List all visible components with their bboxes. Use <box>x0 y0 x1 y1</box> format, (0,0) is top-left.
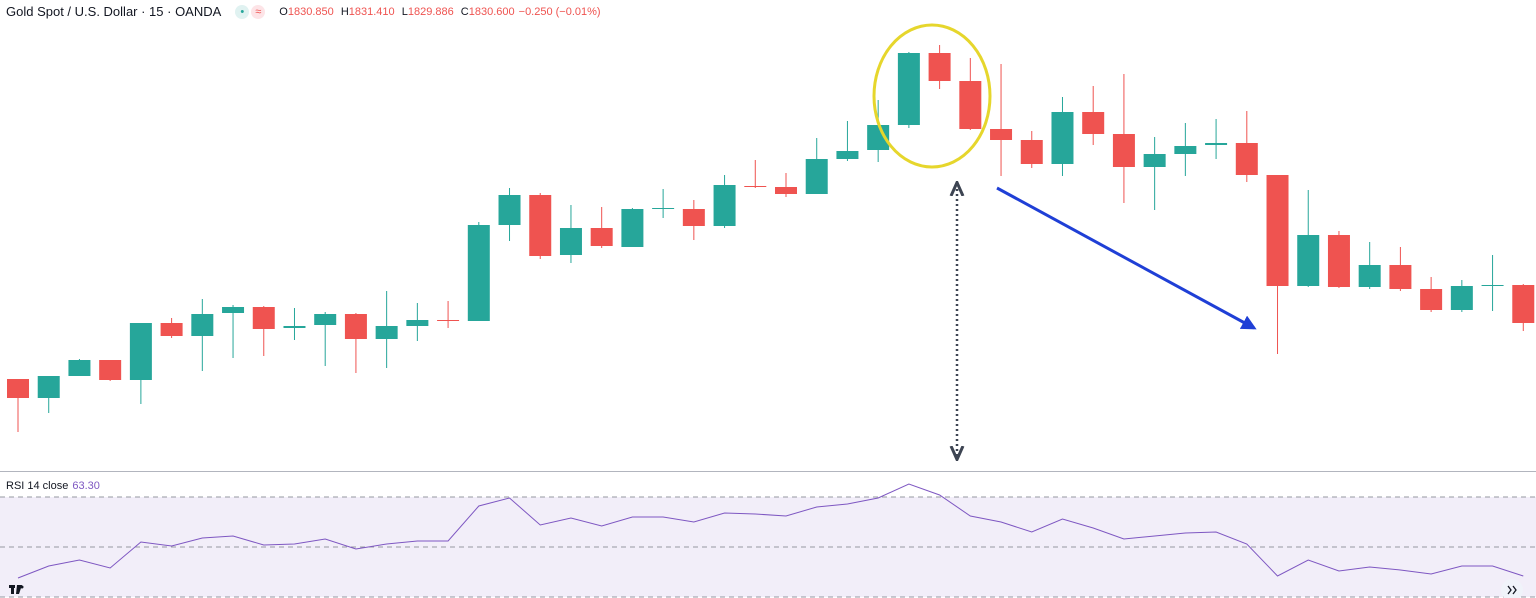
candle-body <box>467 225 490 321</box>
candle-body <box>37 376 60 398</box>
candle-body <box>160 323 183 336</box>
ohlc: O1830.850 H1831.410 L1829.886 C1830.600 <box>279 6 518 18</box>
candle-body <box>222 307 245 313</box>
rsi-line <box>17 483 1524 579</box>
candle-body <box>1174 146 1197 154</box>
candle-body <box>1051 112 1074 164</box>
candle-body <box>775 187 797 194</box>
candle-body <box>652 208 675 209</box>
candle-body <box>805 159 828 194</box>
candle-body <box>867 125 890 150</box>
candle-body <box>1389 265 1412 289</box>
candle-body <box>990 129 1013 140</box>
candle-body <box>68 360 91 376</box>
candle-body <box>1266 175 1289 286</box>
ohlc-value: 1829.886 <box>407 5 454 18</box>
candle-body <box>713 185 736 226</box>
candle-body <box>1481 285 1504 286</box>
candle-body <box>7 379 29 398</box>
candle-body <box>406 320 429 326</box>
candle-body <box>1112 134 1135 167</box>
candle-body <box>129 323 152 380</box>
candle-body <box>959 81 982 129</box>
rsi-title: RSI 14 close <box>6 480 69 492</box>
rsi-legend: RSI 14 close 63.30 <box>6 480 100 492</box>
candle-body <box>375 326 398 339</box>
ohlc-label: H <box>340 5 349 18</box>
candle-body <box>1420 289 1443 310</box>
candle-body <box>682 209 705 226</box>
candle-body <box>1512 285 1535 323</box>
candle-body <box>1205 143 1228 145</box>
candle-body <box>744 186 767 187</box>
candle-body <box>99 360 122 380</box>
candle-body <box>1082 112 1105 134</box>
ohlc-value: 1831.410 <box>348 5 395 18</box>
candle-body <box>1450 286 1473 310</box>
candle-body <box>437 320 460 321</box>
ohlc-value: 1830.600 <box>468 5 515 18</box>
ohlc-value: 1830.850 <box>287 5 334 18</box>
candle-body <box>1020 140 1043 164</box>
candle-body <box>283 326 306 328</box>
candle-body <box>529 195 552 256</box>
change: −0.250 (−0.01%) <box>518 5 601 18</box>
candle-body <box>1143 154 1166 167</box>
candle-body <box>191 314 214 336</box>
candle-body <box>498 195 521 225</box>
candle-body <box>1327 235 1350 287</box>
candle-body <box>928 53 951 81</box>
status-chip: ≈ <box>251 4 266 19</box>
candle-body <box>897 53 920 125</box>
ohlc-label: C <box>460 5 469 18</box>
ohlc-label: L <box>401 5 408 18</box>
candle-body <box>590 228 613 246</box>
candle-body <box>314 314 337 325</box>
candle-body <box>1235 143 1258 175</box>
header: Gold Spot / U.S. Dollar · 15 · OANDA • ≈… <box>6 4 601 19</box>
ohlc-label: O <box>279 5 288 18</box>
candle-body <box>1297 235 1320 286</box>
candle-body <box>252 307 275 329</box>
status-chip: • <box>235 4 250 19</box>
symbol-title[interactable]: Gold Spot / U.S. Dollar · 15 · OANDA <box>6 4 222 19</box>
candle-body <box>836 151 859 159</box>
candle-body <box>559 228 582 255</box>
candle-body <box>1358 265 1381 287</box>
rsi-value: 63.30 <box>72 480 100 492</box>
pane-separator <box>0 471 1536 472</box>
candle-body <box>621 209 644 247</box>
candle-body <box>344 314 367 339</box>
